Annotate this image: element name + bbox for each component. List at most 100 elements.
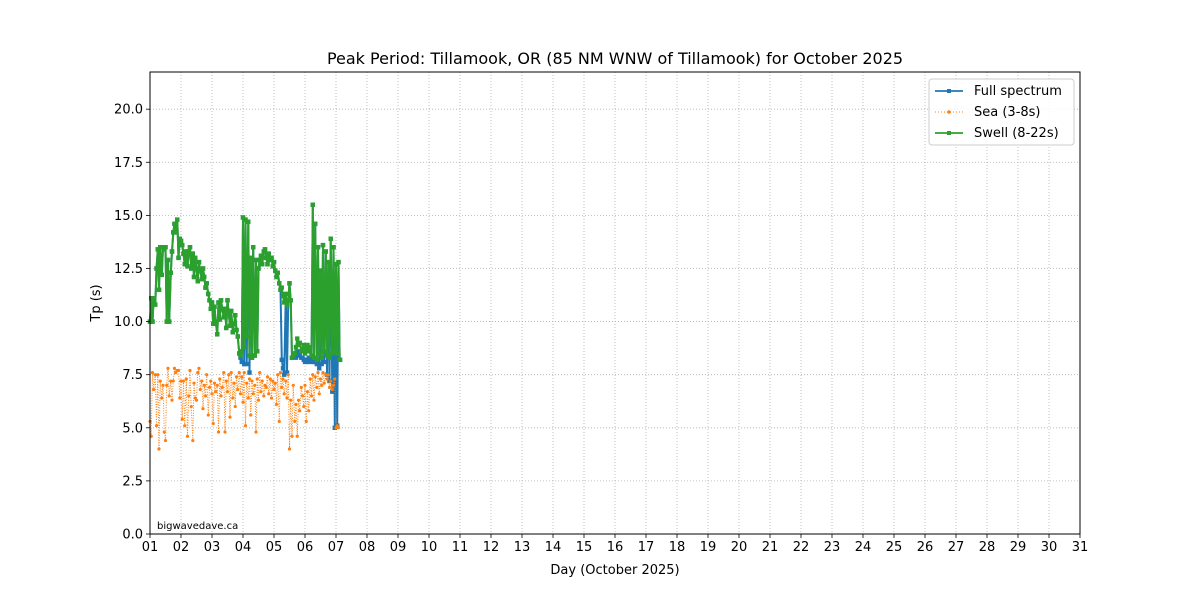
data-point-sea-3-8s — [176, 368, 181, 373]
data-point-swell-8-22s — [314, 357, 319, 363]
legend-entry-full-spectrum: Full spectrum — [935, 84, 1062, 99]
data-point-sea-3-8s — [171, 379, 175, 383]
data-point-swell-8-22s — [229, 308, 234, 314]
data-point-sea-3-8s — [298, 409, 302, 413]
data-point-sea-3-8s — [299, 385, 303, 390]
data-point-swell-8-22s — [286, 298, 291, 303]
data-point-full-spectrum — [330, 389, 335, 394]
x-tick-label: 02 — [173, 540, 190, 555]
data-point-swell-8-22s — [270, 264, 275, 269]
data-point-swell-8-22s — [322, 349, 327, 354]
data-point-swell-8-22s — [164, 319, 169, 324]
data-point-sea-3-8s — [307, 409, 311, 413]
x-tick-label: 14 — [545, 540, 562, 555]
data-point-swell-8-22s — [252, 353, 257, 358]
y-tick-label: 0.0 — [122, 528, 143, 543]
data-point-sea-3-8s — [245, 381, 249, 385]
data-point-swell-8-22s — [327, 355, 332, 360]
data-point-sea-3-8s — [163, 438, 168, 443]
data-point-sea-3-8s — [253, 383, 257, 387]
data-point-sea-3-8s — [255, 377, 259, 381]
data-point-sea-3-8s — [295, 434, 299, 438]
data-point-swell-8-22s — [194, 266, 199, 271]
data-point-sea-3-8s — [268, 377, 272, 381]
data-point-sea-3-8s — [201, 407, 205, 411]
data-point-swell-8-22s — [255, 349, 260, 354]
data-point-sea-3-8s — [169, 379, 173, 383]
data-point-swell-8-22s — [195, 279, 200, 284]
x-tick-label: 07 — [328, 540, 345, 555]
data-point-swell-8-22s — [295, 336, 300, 341]
y-axis-label: Tp (s) — [89, 284, 104, 322]
data-point-sea-3-8s — [325, 377, 329, 381]
data-point-sea-3-8s — [287, 447, 292, 451]
data-point-swell-8-22s — [330, 351, 335, 356]
data-point-sea-3-8s — [322, 381, 326, 385]
x-tick-label: 12 — [483, 540, 500, 555]
data-point-swell-8-22s — [269, 255, 274, 261]
x-tick-label: 22 — [793, 540, 810, 555]
data-point-swell-8-22s — [230, 330, 235, 335]
data-point-sea-3-8s — [289, 398, 293, 402]
data-point-swell-8-22s — [190, 251, 195, 256]
data-point-swell-8-22s — [193, 255, 198, 261]
data-point-sea-3-8s — [153, 373, 157, 377]
data-point-swell-8-22s — [181, 251, 186, 256]
data-point-sea-3-8s — [215, 383, 219, 387]
data-point-swell-8-22s — [218, 298, 224, 303]
data-point-sea-3-8s — [250, 379, 254, 383]
data-point-sea-3-8s — [166, 366, 170, 370]
data-point-swell-8-22s — [313, 221, 318, 227]
data-point-swell-8-22s — [204, 281, 209, 286]
data-point-sea-3-8s — [300, 394, 305, 398]
x-tick-label: 08 — [359, 540, 376, 555]
data-point-swell-8-22s — [203, 285, 208, 290]
data-point-sea-3-8s — [259, 390, 263, 394]
data-point-sea-3-8s — [304, 419, 308, 424]
data-point-sea-3-8s — [276, 373, 280, 377]
legend-marker-full-spectrum — [947, 89, 951, 93]
legend-label-swell: Swell (8-22s) — [974, 126, 1059, 141]
data-point-sea-3-8s — [260, 379, 264, 383]
y-tick-label: 10.0 — [114, 315, 143, 330]
data-point-swell-8-22s — [282, 300, 287, 305]
data-point-swell-8-22s — [169, 249, 175, 254]
data-point-sea-3-8s — [242, 370, 246, 375]
data-point-swell-8-22s — [274, 274, 279, 280]
data-point-sea-3-8s — [305, 390, 310, 394]
data-point-sea-3-8s — [280, 385, 284, 390]
data-point-sea-3-8s — [161, 383, 165, 387]
data-point-swell-8-22s — [262, 247, 268, 252]
data-point-swell-8-22s — [280, 293, 286, 299]
data-point-swell-8-22s — [168, 270, 173, 275]
x-tick-label: 18 — [669, 540, 686, 555]
legend-box — [928, 78, 1075, 146]
data-point-sea-3-8s — [267, 392, 271, 396]
data-point-sea-3-8s — [326, 373, 330, 377]
data-point-swell-8-22s — [273, 268, 278, 273]
data-point-swell-8-22s — [319, 355, 324, 360]
data-point-sea-3-8s — [206, 413, 210, 417]
data-point-sea-3-8s — [273, 381, 277, 385]
y-tick-label: 15.0 — [114, 209, 143, 224]
data-point-sea-3-8s — [207, 385, 212, 390]
data-point-swell-8-22s — [231, 321, 237, 326]
data-point-sea-3-8s — [209, 379, 213, 383]
data-point-swell-8-22s — [150, 319, 155, 324]
data-point-sea-3-8s — [284, 379, 288, 383]
data-point-swell-8-22s — [167, 319, 172, 324]
data-point-sea-3-8s — [290, 434, 294, 438]
data-point-swell-8-22s — [155, 247, 160, 252]
data-point-swell-8-22s — [189, 266, 194, 271]
data-point-swell-8-22s — [284, 302, 290, 307]
series-swell-8-22s — [147, 202, 343, 363]
data-point-full-spectrum — [279, 357, 284, 363]
data-point-swell-8-22s — [247, 353, 252, 358]
data-point-sea-3-8s — [210, 392, 214, 396]
data-point-sea-3-8s — [312, 398, 316, 402]
data-point-sea-3-8s — [225, 390, 230, 394]
data-point-sea-3-8s — [185, 434, 190, 438]
data-point-full-spectrum — [309, 359, 314, 365]
data-point-swell-8-22s — [224, 325, 229, 331]
data-point-sea-3-8s — [262, 394, 266, 398]
